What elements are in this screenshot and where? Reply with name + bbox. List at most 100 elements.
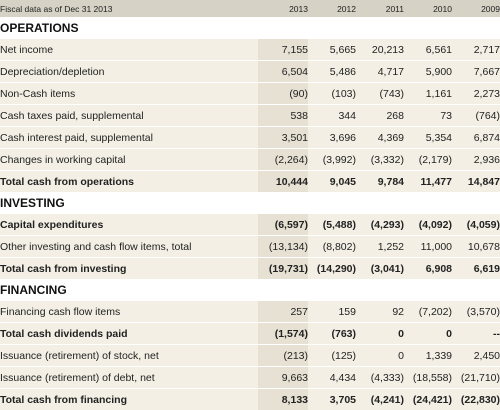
row-label: Changes in working capital: [0, 149, 258, 171]
value-cell-2013: (90): [258, 83, 308, 105]
value-cell-2010: 6,561: [404, 39, 452, 61]
value-cell-2010: 1,161: [404, 83, 452, 105]
row-label: Cash taxes paid, supplemental: [0, 105, 258, 127]
value-cell-2011: 20,213: [356, 39, 404, 61]
value-cell-2013: (2,264): [258, 149, 308, 171]
year-header-2011: 2011: [356, 0, 404, 17]
row-label: Cash interest paid, supplemental: [0, 127, 258, 149]
value-cell-2010: 11,477: [404, 171, 452, 193]
value-cell-2010: (2,179): [404, 149, 452, 171]
value-cell-2012: 5,486: [308, 61, 356, 83]
value-cell-2010: 5,354: [404, 127, 452, 149]
value-cell-2009: (21,710): [452, 367, 500, 389]
value-cell-2013: 10,444: [258, 171, 308, 193]
table-header-row: Fiscal data as of Dec 31 2013 2013 2012 …: [0, 0, 500, 17]
value-cell-2013: 8,133: [258, 389, 308, 410]
value-cell-2011: 268: [356, 105, 404, 127]
value-cell-2009: 2,936: [452, 149, 500, 171]
row-label: Non-Cash items: [0, 83, 258, 105]
value-cell-2009: 2,273: [452, 83, 500, 105]
year-header-2013: 2013: [258, 0, 308, 17]
section-title: INVESTING: [0, 192, 500, 214]
value-cell-2009: (764): [452, 105, 500, 127]
value-cell-2012: 3,696: [308, 127, 356, 149]
year-header-2009: 2009: [452, 0, 500, 17]
value-cell-2012: (103): [308, 83, 356, 105]
value-cell-2012: (763): [308, 323, 356, 345]
row-label: Issuance (retirement) of stock, net: [0, 345, 258, 367]
value-cell-2010: 0: [404, 323, 452, 345]
row-label: Total cash from financing: [0, 389, 258, 410]
value-cell-2013: 257: [258, 301, 308, 323]
row-label: Net income: [0, 39, 258, 61]
value-cell-2013: 3,501: [258, 127, 308, 149]
value-cell-2012: (8,802): [308, 236, 356, 258]
value-cell-2012: (5,488): [308, 214, 356, 236]
value-cell-2009: (22,830): [452, 389, 500, 410]
row-label: Capital expenditures: [0, 214, 258, 236]
table-row: Other investing and cash flow items, tot…: [0, 236, 500, 258]
value-cell-2012: 5,665: [308, 39, 356, 61]
value-cell-2009: 7,667: [452, 61, 500, 83]
value-cell-2012: 344: [308, 105, 356, 127]
year-header-2010: 2010: [404, 0, 452, 17]
table-row: Issuance (retirement) of stock, net(213)…: [0, 345, 500, 367]
section-header-operations: OPERATIONS: [0, 17, 500, 39]
row-label: Total cash from operations: [0, 171, 258, 193]
row-label: Issuance (retirement) of debt, net: [0, 367, 258, 389]
value-cell-2011: 1,252: [356, 236, 404, 258]
value-cell-2011: (4,293): [356, 214, 404, 236]
value-cell-2013: (19,731): [258, 258, 308, 280]
row-label: Depreciation/depletion: [0, 61, 258, 83]
value-cell-2012: (3,992): [308, 149, 356, 171]
value-cell-2013: (13,134): [258, 236, 308, 258]
value-cell-2012: (14,290): [308, 258, 356, 280]
value-cell-2013: (213): [258, 345, 308, 367]
value-cell-2012: (125): [308, 345, 356, 367]
section-title: OPERATIONS: [0, 17, 500, 39]
fiscal-date-label: Fiscal data as of Dec 31 2013: [0, 0, 258, 17]
value-cell-2009: 2,717: [452, 39, 500, 61]
row-label: Total cash from investing: [0, 258, 258, 280]
value-cell-2010: 11,000: [404, 236, 452, 258]
section-title: FINANCING: [0, 279, 500, 301]
row-label: Other investing and cash flow items, tot…: [0, 236, 258, 258]
table-row: Capital expenditures(6,597)(5,488)(4,293…: [0, 214, 500, 236]
value-cell-2011: 4,717: [356, 61, 404, 83]
value-cell-2012: 3,705: [308, 389, 356, 410]
value-cell-2013: 7,155: [258, 39, 308, 61]
total-row: Total cash from investing(19,731)(14,290…: [0, 258, 500, 280]
value-cell-2009: 6,619: [452, 258, 500, 280]
value-cell-2010: (4,092): [404, 214, 452, 236]
value-cell-2009: 10,678: [452, 236, 500, 258]
value-cell-2013: 9,663: [258, 367, 308, 389]
value-cell-2013: (6,597): [258, 214, 308, 236]
value-cell-2012: 4,434: [308, 367, 356, 389]
row-label: Total cash dividends paid: [0, 323, 258, 345]
value-cell-2009: 6,874: [452, 127, 500, 149]
value-cell-2013: 6,504: [258, 61, 308, 83]
value-cell-2011: (3,332): [356, 149, 404, 171]
section-header-financing: FINANCING: [0, 279, 500, 301]
value-cell-2010: 5,900: [404, 61, 452, 83]
value-cell-2011: 4,369: [356, 127, 404, 149]
value-cell-2011: (4,241): [356, 389, 404, 410]
value-cell-2010: (7,202): [404, 301, 452, 323]
value-cell-2011: (743): [356, 83, 404, 105]
value-cell-2013: 538: [258, 105, 308, 127]
value-cell-2011: (4,333): [356, 367, 404, 389]
value-cell-2011: (3,041): [356, 258, 404, 280]
value-cell-2010: 6,908: [404, 258, 452, 280]
value-cell-2009: (4,059): [452, 214, 500, 236]
